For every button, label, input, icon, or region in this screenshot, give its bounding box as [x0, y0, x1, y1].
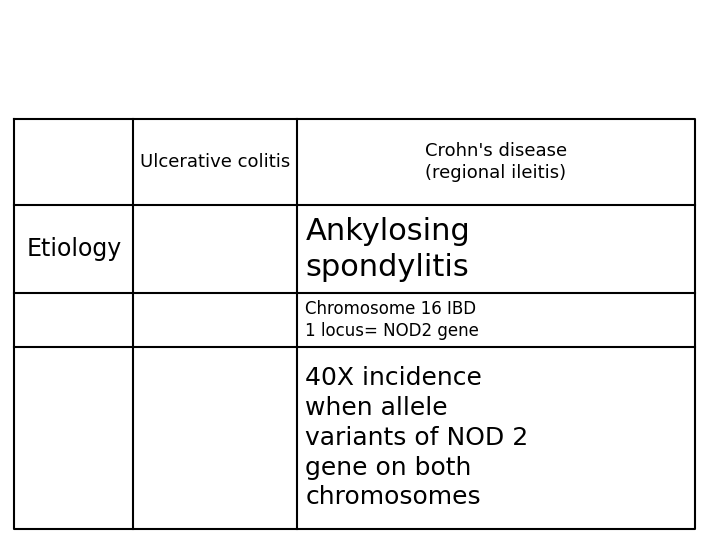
Text: Crohn's disease
(regional ileitis): Crohn's disease (regional ileitis): [425, 142, 567, 182]
Text: 40X incidence
when allele
variants of NOD 2
gene on both
chromosomes: 40X incidence when allele variants of NO…: [305, 367, 528, 509]
Text: Chromosome 16 IBD
1 locus= NOD2 gene: Chromosome 16 IBD 1 locus= NOD2 gene: [305, 300, 480, 340]
Text: Ankylosing
spondylitis: Ankylosing spondylitis: [305, 217, 470, 281]
Text: Etiology: Etiology: [27, 237, 122, 261]
Text: Ulcerative colitis: Ulcerative colitis: [140, 153, 290, 171]
